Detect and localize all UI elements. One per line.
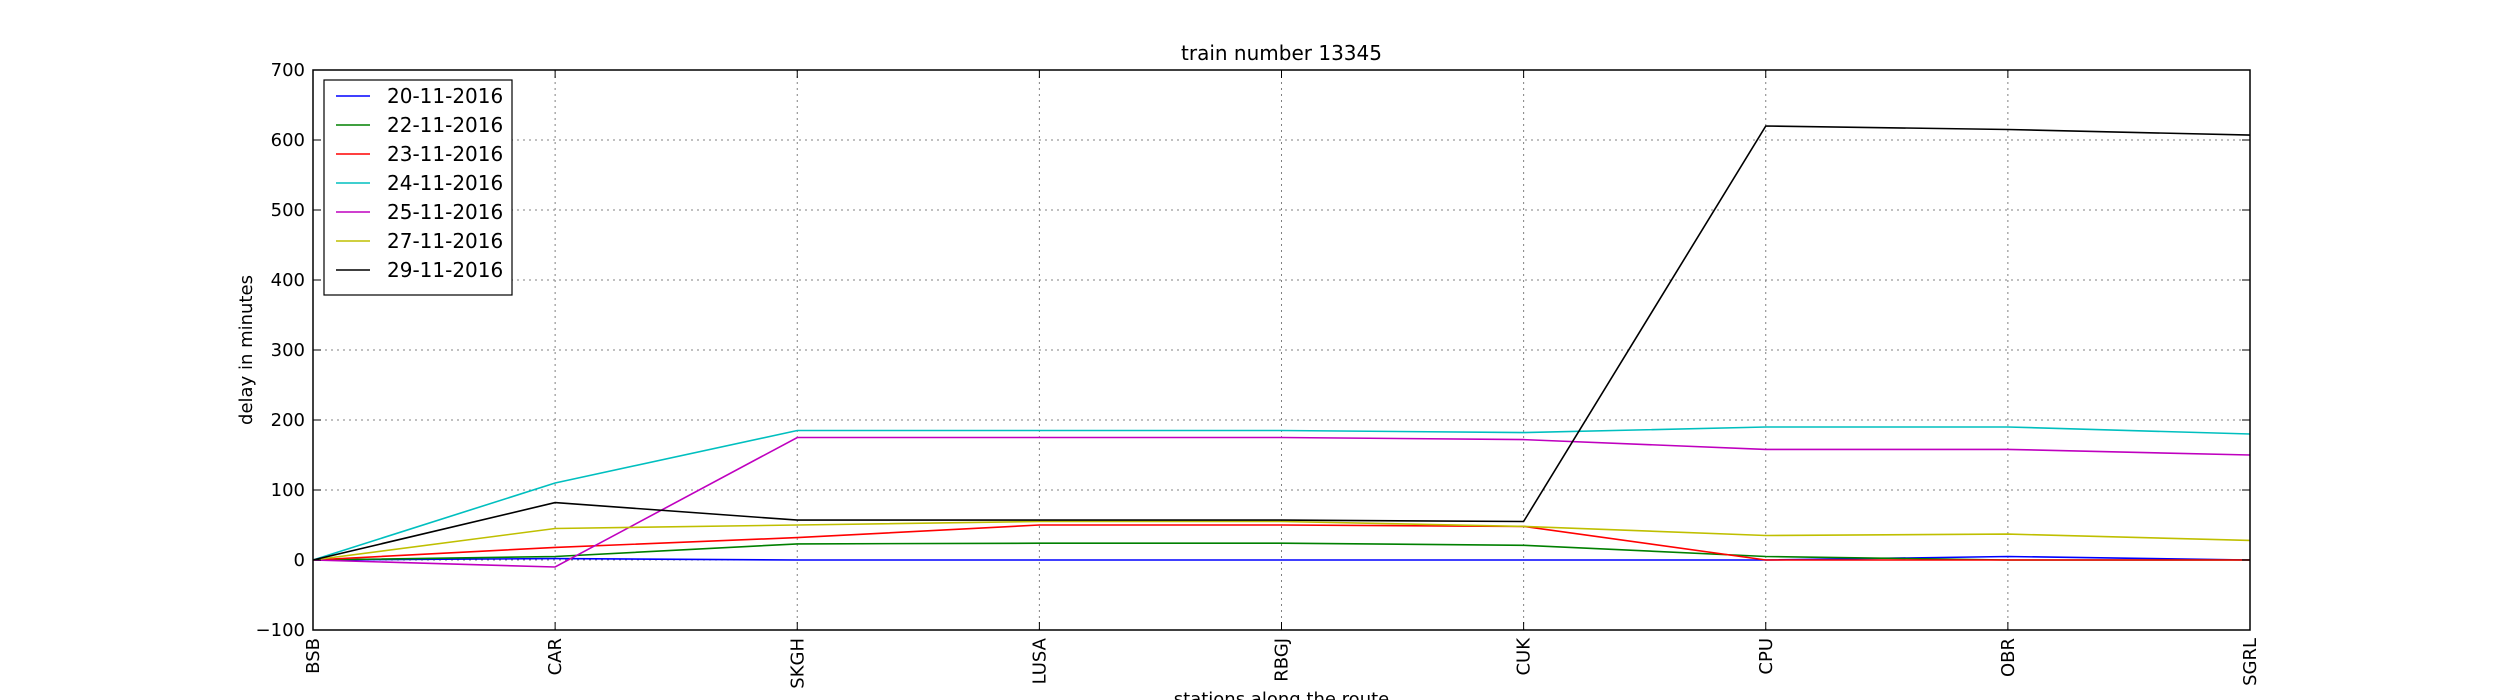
- y-tick-label: 500: [271, 200, 305, 221]
- y-axis-title: delay in minutes: [236, 275, 257, 425]
- x-tick-label: OBR: [1998, 638, 2019, 677]
- chart-title: train number 13345: [1181, 41, 1382, 65]
- legend-label: 23-11-2016: [387, 142, 503, 166]
- y-tick-label: 200: [271, 410, 305, 431]
- legend-label: 29-11-2016: [387, 258, 503, 282]
- y-tick-label: −100: [256, 620, 305, 641]
- series-line-25-11-2016: [312, 436, 2251, 568]
- legend: 20-11-2016 22-11-2016 23-11-2016 24-11-2016…: [323, 79, 513, 296]
- x-tick-label: LUSA: [1029, 637, 1050, 684]
- x-axis-title: stations along the route: [1174, 689, 1389, 700]
- series-line-20-11-2016: [312, 555, 2251, 561]
- legend-label: 27-11-2016: [387, 229, 503, 253]
- series-line-22-11-2016: [312, 542, 2250, 561]
- legend-label: 22-11-2016: [387, 113, 503, 137]
- x-tick-label: CUK: [1514, 637, 1535, 676]
- y-tick-label: 300: [271, 340, 305, 361]
- axis-ticks: −100 0 100 200 300 400 500 600 700 BSB CAR SKGH LUSA…: [256, 60, 2261, 689]
- series-line-23-11-2016: [312, 524, 2250, 561]
- y-tick-label: 0: [294, 550, 305, 571]
- x-tick-label: SGRL: [2240, 638, 2261, 686]
- legend-label: 20-11-2016: [387, 84, 503, 108]
- x-tick-label: RBGJ: [1272, 638, 1293, 682]
- series-line-24-11-2016: [312, 426, 2251, 561]
- x-tick-label: BSB: [303, 638, 324, 674]
- x-tick-label: CAR: [545, 638, 566, 675]
- legend-box: [323, 79, 513, 296]
- y-tick-label: 700: [271, 60, 305, 81]
- series-lines: [312, 125, 2251, 568]
- x-tick-label: SKGH: [787, 638, 808, 689]
- y-tick-label: 600: [271, 130, 305, 151]
- y-tick-label: 400: [271, 270, 305, 291]
- legend-label: 24-11-2016: [387, 171, 503, 195]
- legend-label: 25-11-2016: [387, 200, 503, 224]
- y-tick-label: 100: [271, 480, 305, 501]
- series-line-27-11-2016: [312, 520, 2251, 561]
- series-line-29-11-2016: [312, 125, 2251, 561]
- x-tick-label: CPU: [1756, 638, 1777, 675]
